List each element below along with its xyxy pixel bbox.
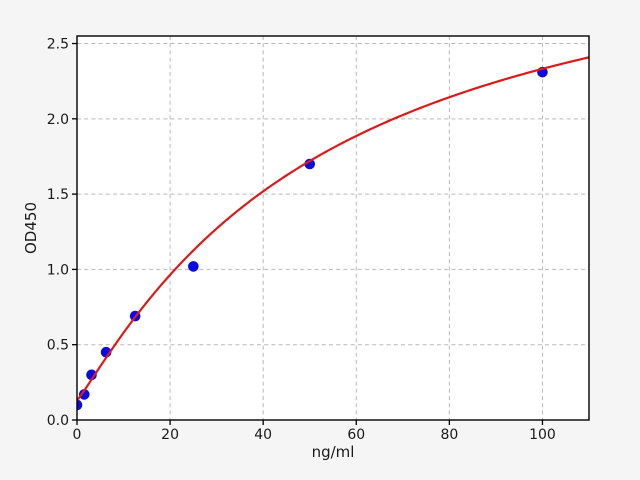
x-tick-label: 100 <box>529 427 556 443</box>
x-tick-label: 0 <box>73 427 82 443</box>
y-tick-label: 2.5 <box>47 37 69 53</box>
data-point <box>77 399 83 411</box>
x-axis-label: ng/ml <box>311 443 355 461</box>
x-tick-label: 40 <box>254 427 272 443</box>
plot-area <box>77 36 589 420</box>
axes-border <box>76 35 590 421</box>
y-tick-label: 1.5 <box>47 187 69 203</box>
y-axis-label: OD450 <box>22 202 40 254</box>
x-tick-label: 60 <box>347 427 365 443</box>
fit-curve <box>77 56 589 402</box>
y-tick-label: 0.0 <box>47 413 69 429</box>
data-point <box>188 261 199 272</box>
y-tick-label: 1.0 <box>47 262 69 278</box>
data-point <box>78 389 90 400</box>
y-tick-label: 2.0 <box>47 112 69 128</box>
x-tick-label: 20 <box>161 427 179 443</box>
x-tick-label: 80 <box>440 427 458 443</box>
y-tick-label: 0.5 <box>47 338 69 354</box>
